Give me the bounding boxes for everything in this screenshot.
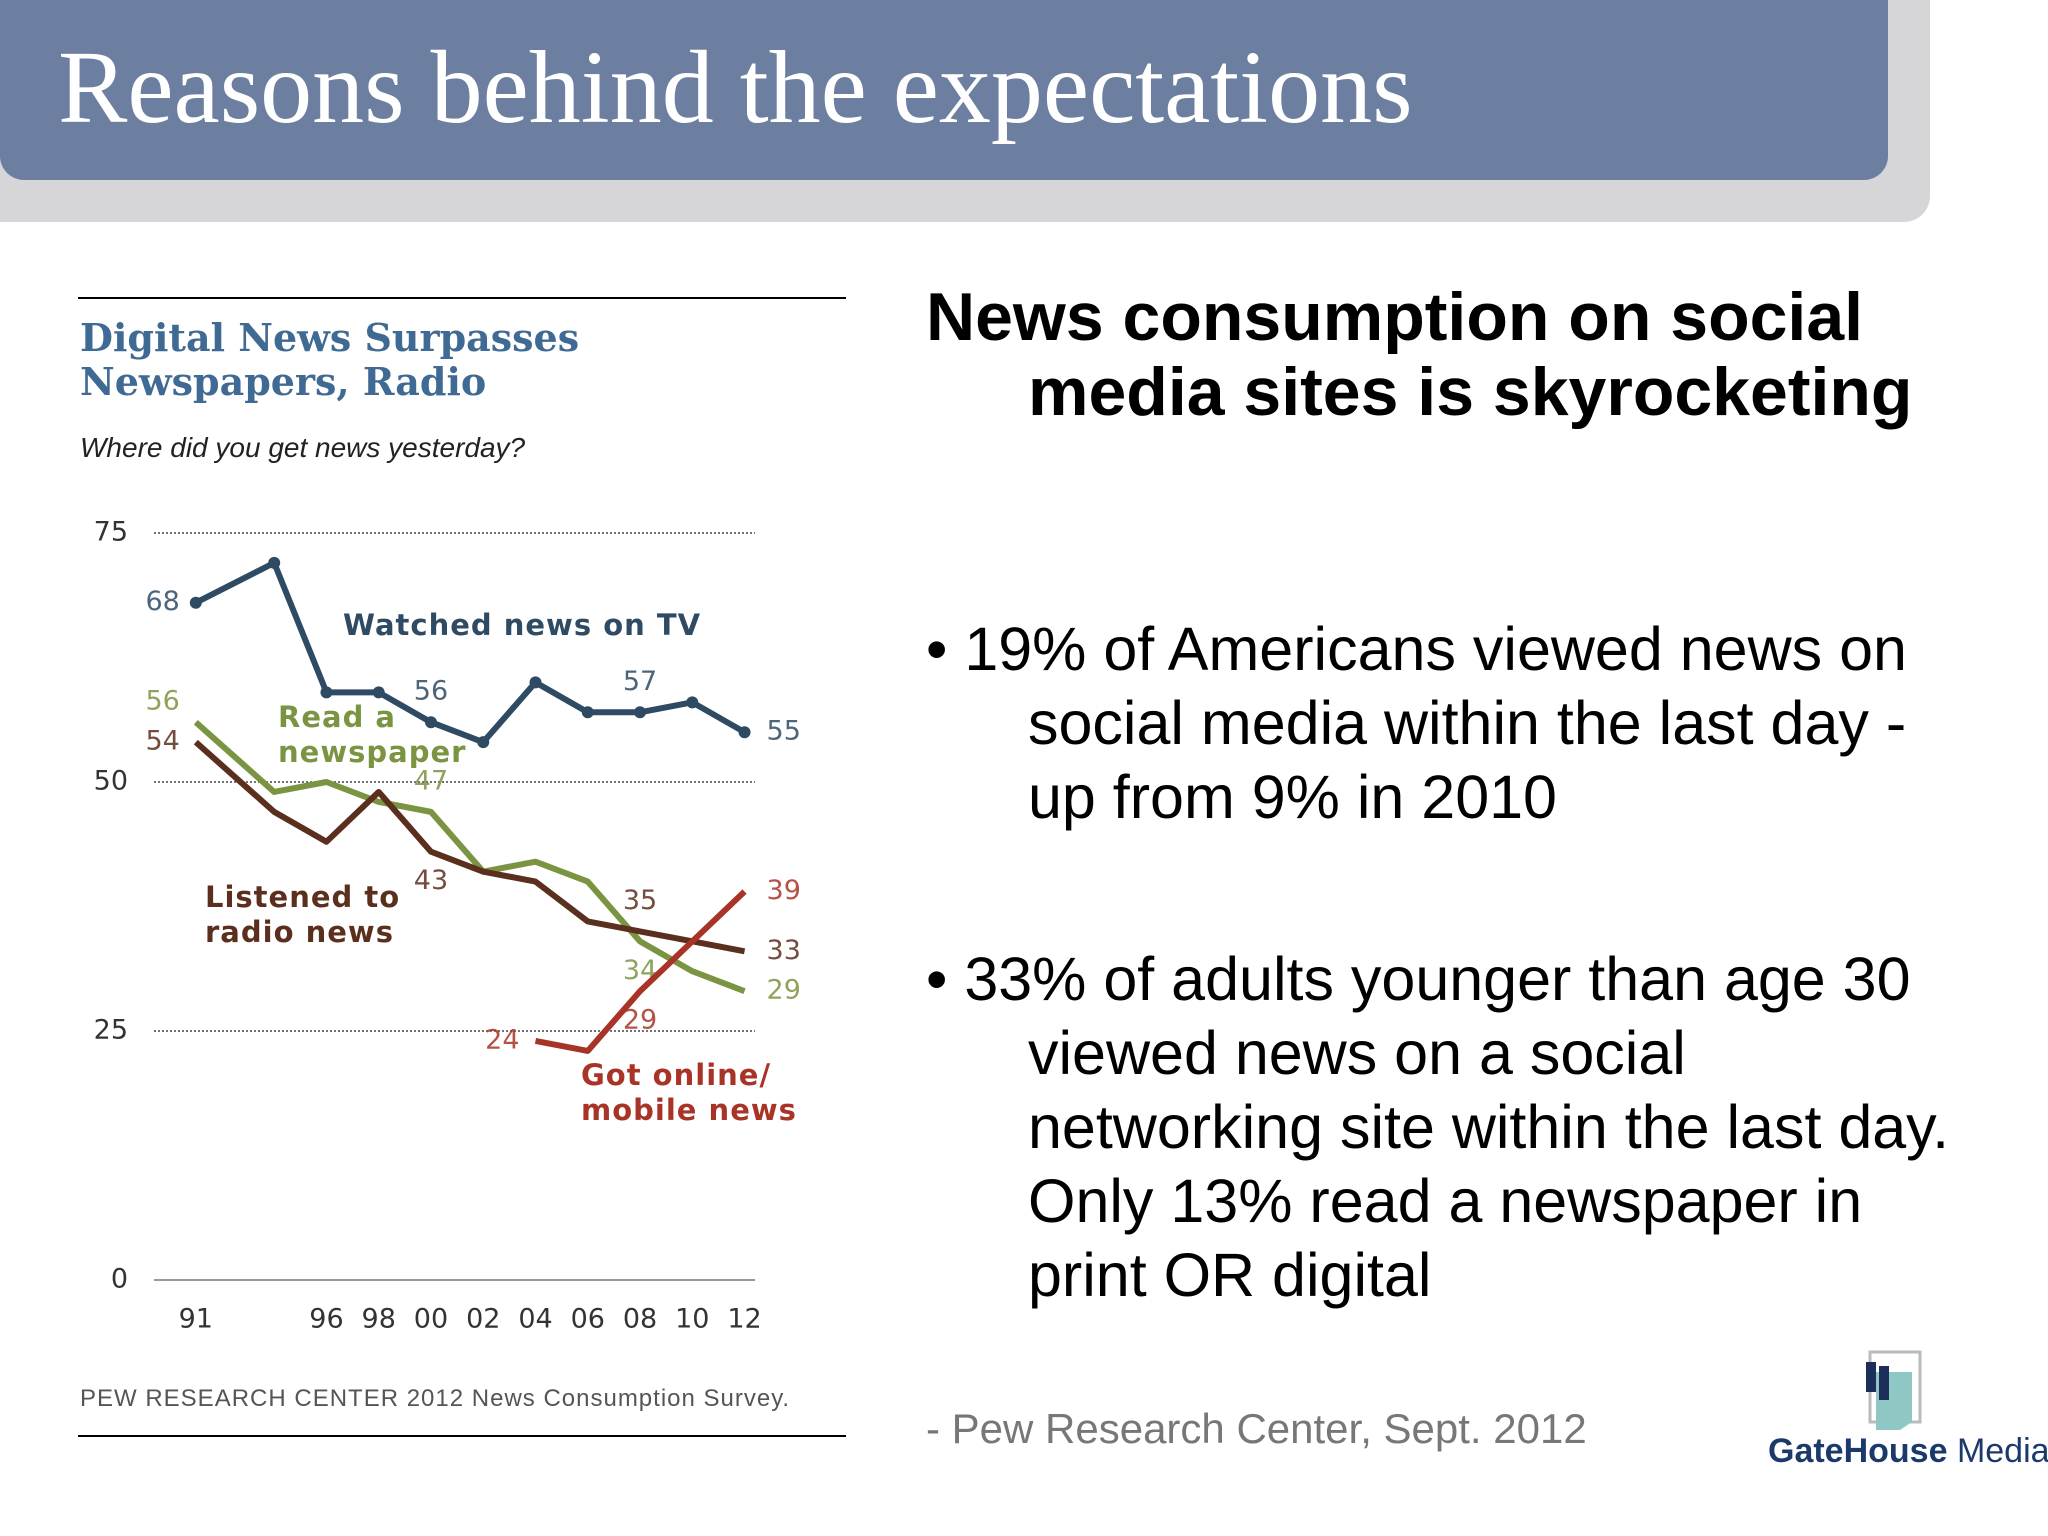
series-name: Read a newspaper bbox=[278, 700, 467, 769]
point bbox=[738, 726, 751, 739]
source: - Pew Research Center, Sept. 2012 bbox=[926, 1405, 1587, 1452]
series-name: Got online/ mobile news bbox=[581, 1058, 797, 1127]
title-bar bbox=[0, 0, 1888, 180]
data-label: 29 bbox=[623, 1005, 657, 1036]
x-tick-label: 12 bbox=[727, 1304, 761, 1335]
data-label: 39 bbox=[767, 875, 801, 906]
x-tick-label: 98 bbox=[362, 1304, 396, 1335]
series-name: Watched news on TV bbox=[343, 608, 702, 642]
logo-icon bbox=[1866, 1362, 1876, 1392]
point bbox=[189, 596, 202, 609]
logo-text: GateHouse bbox=[1768, 1432, 1948, 1470]
logo-text: Media bbox=[1956, 1432, 2048, 1470]
data-label: 57 bbox=[623, 666, 657, 697]
point bbox=[634, 706, 647, 719]
data-label: 47 bbox=[414, 765, 448, 796]
point bbox=[581, 706, 594, 719]
data-label: 56 bbox=[414, 676, 448, 707]
y-tick-label: 50 bbox=[94, 766, 128, 797]
heading: News consumption on social media sites i… bbox=[926, 279, 1913, 430]
logo-icon bbox=[1879, 1366, 1889, 1400]
slide-title: Reasons behind the expectations bbox=[58, 30, 1413, 145]
plot: 0 25 50 75 91 96 98 00 02 04 06 08 10 12 68 56 57 55 56 47 3… bbox=[94, 517, 801, 1335]
series-line bbox=[193, 739, 746, 955]
point bbox=[686, 696, 699, 709]
chart-subtitle: Where did you get news yesterday? bbox=[80, 432, 526, 463]
y-tick-label: 0 bbox=[111, 1264, 128, 1295]
bullet: 33% of adults younger than age 30 viewed… bbox=[926, 942, 1956, 1312]
chart-source: PEW RESEARCH CENTER 2012 News Consumptio… bbox=[80, 1385, 791, 1412]
data-label: 33 bbox=[767, 935, 801, 966]
point bbox=[372, 686, 385, 699]
logo: GateHouse Media bbox=[1768, 1432, 2048, 1471]
x-tick-label: 04 bbox=[518, 1304, 552, 1335]
data-label: 68 bbox=[145, 586, 179, 617]
x-tick-label: 02 bbox=[466, 1304, 500, 1335]
chart-title: Digital News Surpasses Newspapers, Radio bbox=[80, 315, 580, 404]
y-tick-label: 75 bbox=[94, 517, 128, 548]
data-label: 35 bbox=[623, 885, 657, 916]
data-label: 56 bbox=[145, 686, 179, 717]
point bbox=[477, 736, 490, 749]
point bbox=[529, 676, 542, 689]
data-label: 29 bbox=[767, 975, 801, 1006]
data-label: 24 bbox=[485, 1024, 519, 1055]
bullet: 19% of Americans viewed news on social m… bbox=[926, 612, 1956, 834]
data-label: 43 bbox=[414, 865, 448, 896]
point bbox=[268, 556, 281, 569]
series-line bbox=[534, 889, 747, 1054]
x-tick-label: 10 bbox=[675, 1304, 709, 1335]
series-name: Listened to radio news bbox=[205, 880, 401, 949]
data-label: 55 bbox=[767, 716, 801, 747]
x-tick-label: 91 bbox=[179, 1304, 213, 1335]
x-tick-label: 00 bbox=[414, 1304, 448, 1335]
x-tick-label: 96 bbox=[309, 1304, 343, 1335]
data-label: 54 bbox=[145, 726, 179, 757]
x-tick-label: 06 bbox=[571, 1304, 605, 1335]
x-tick-label: 08 bbox=[623, 1304, 657, 1335]
point bbox=[320, 686, 333, 699]
y-tick-label: 25 bbox=[94, 1015, 128, 1046]
point bbox=[424, 716, 437, 729]
